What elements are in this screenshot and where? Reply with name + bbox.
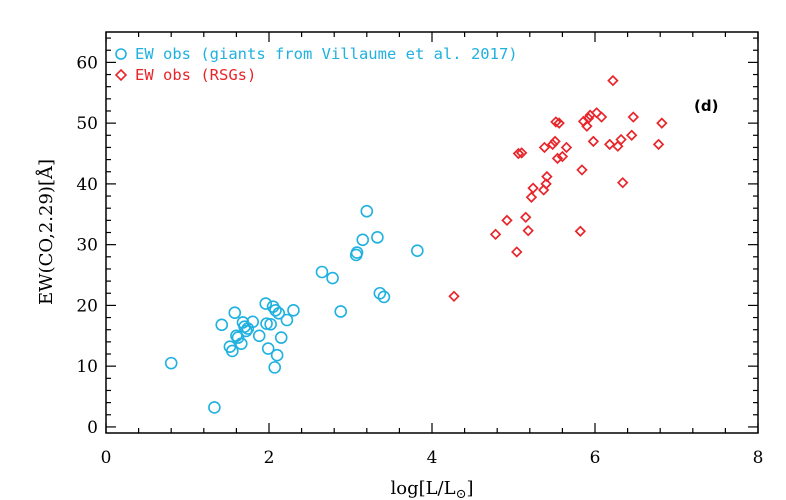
data-point-giant [270,348,284,362]
data-point-rsg [553,117,565,129]
data-point-giant [272,307,286,320]
data-point-giant [208,401,221,414]
data-point-giant [334,305,348,318]
data-point-rsg [540,178,552,190]
data-point-rsg [625,129,638,141]
y-axis-label: EW(CO,2.29)[Å] [35,159,57,305]
data-point-giant [239,324,253,338]
data-point-giant [377,290,391,304]
data-point-rsg [501,214,513,227]
data-point-giant [215,318,229,332]
data-point-rsg [615,133,627,146]
y-ticks [106,37,758,428]
data-point-giant [280,313,294,327]
plot-frame [105,31,759,434]
legend: EW obs (giants from Villaume et al. 2017… [114,45,518,84]
data-point-rsg [527,182,539,194]
data-point-rsg [541,170,553,183]
legend-marker-rsgs [114,68,128,82]
data-point-rsg [512,147,525,160]
data-point-giant [287,303,300,317]
data-point-giant [164,356,178,370]
data-point-giant [246,315,259,329]
data-point-rsg [522,224,534,237]
data-point-rsg [549,135,561,148]
x-tick-label: 4 [427,448,438,468]
data-point-rsg [489,228,502,241]
y-tick-label: 20 [76,296,98,316]
data-point-rsg [551,152,564,165]
y-tick-label: 10 [76,357,98,377]
y-tick-label: 60 [76,53,98,73]
data-point-giant [268,361,282,374]
data-point-giant [411,244,424,258]
series-giants [164,204,424,414]
data-point-rsg [587,135,600,148]
x-axis-label-main: log[L/L [390,478,455,499]
data-point-giant [234,337,248,350]
legend-label-rsgs: EW obs (RSGs) [135,66,256,84]
data-point-rsg [520,211,532,224]
data-point-rsg [511,246,523,258]
data-point-giant [269,303,282,317]
y-tick-labels: 0 10 20 30 40 50 60 [76,53,98,438]
data-point-giant [259,297,273,310]
data-point-rsg [656,117,668,129]
data-point-rsg [515,147,528,159]
data-point-giant [264,317,277,331]
data-point-giant [228,306,242,320]
data-point-rsg [627,111,640,123]
x-axis-label-close: ] [466,478,473,499]
data-point-rsg [582,112,595,124]
data-point-giant [260,317,273,330]
data-point-giant [226,344,239,358]
x-tick-label: 0 [101,448,112,468]
y-tick-label: 50 [76,114,98,134]
data-point-giant [252,329,266,343]
data-point-rsg [550,116,562,128]
data-point-giant [315,265,329,279]
data-point-giant [356,233,370,247]
y-tick-label: 40 [76,175,98,195]
y-tick-label: 0 [87,418,98,438]
x-tick-labels: 0 2 4 6 8 [101,448,764,468]
legend-marker-giants [115,48,127,60]
data-point-rsg [576,164,588,176]
data-point-giant [360,204,374,218]
y-tick-label: 30 [76,236,98,256]
data-point-giant [231,331,245,344]
data-point-giant [261,342,275,355]
data-point-rsg [556,150,569,163]
x-tick-label: 6 [590,448,601,468]
data-point-giant [373,286,387,300]
data-point-giant [326,271,339,285]
x-axis-label: log[L/L⊙] [390,478,473,500]
data-point-giant [371,231,384,244]
data-point-giant [274,331,288,344]
data-point-rsg [607,74,619,87]
x-tick-label: 8 [753,448,764,468]
x-ticks [105,32,759,433]
data-point-rsg [603,138,616,151]
data-point-rsg [448,290,460,302]
x-axis-label-sun-symbol: ⊙ [456,487,467,500]
data-point-rsg [617,176,629,189]
data-point-rsg [595,111,608,123]
data-point-rsg [546,138,559,151]
series-rsgs [448,74,668,302]
data-point-giant [350,246,364,259]
data-point-rsg [652,138,665,151]
data-point-rsg [525,191,538,203]
data-point-rsg [538,141,551,154]
data-point-rsg [560,141,573,154]
panel-label: (d) [694,97,718,115]
legend-label-giants: EW obs (giants from Villaume et al. 2017… [135,45,518,63]
data-point-rsg [574,225,587,237]
x-tick-label: 2 [264,448,275,468]
data-point-rsg [581,120,593,132]
